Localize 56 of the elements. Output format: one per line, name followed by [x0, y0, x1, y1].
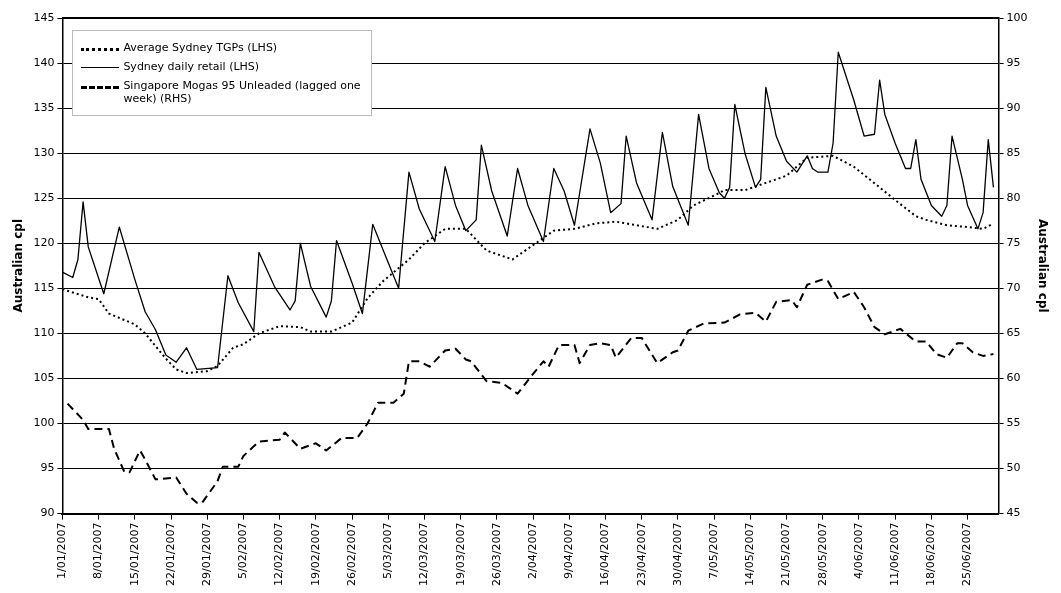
y-tick-label: 95	[40, 461, 55, 475]
y2-tick-label: 45	[1006, 506, 1021, 520]
x-tick-label: 18/06/2007	[924, 522, 938, 587]
y-tick-label: 145	[33, 10, 55, 24]
y2-tick-label: 90	[1006, 100, 1021, 114]
y2-axis-title: Australian cpl	[1035, 219, 1050, 313]
y2-tick-label: 65	[1006, 326, 1021, 340]
y-tick-label: 100	[33, 416, 55, 430]
y-tick-label: 140	[33, 55, 55, 69]
y-tick-label: 130	[33, 146, 55, 160]
y-tick-label: 115	[33, 281, 55, 295]
x-tick-label: 12/03/2007	[417, 522, 431, 587]
x-tick-label: 5/02/2007	[236, 522, 250, 580]
x-tick-label: 23/04/2007	[634, 522, 648, 587]
y2-tick-label: 70	[1006, 281, 1021, 295]
x-tick-label: 22/01/2007	[163, 522, 177, 587]
x-tick-label: 12/02/2007	[272, 522, 286, 587]
x-tick-label: 29/01/2007	[200, 522, 214, 587]
x-tick-label: 5/03/2007	[381, 522, 395, 580]
y-tick-label: 110	[33, 326, 55, 340]
y2-tick-label: 55	[1006, 416, 1021, 430]
x-tick-label: 19/03/2007	[453, 522, 467, 587]
x-tick-label: 25/06/2007	[960, 522, 974, 587]
y-tick-label: 90	[40, 506, 55, 520]
x-tick-label: 9/04/2007	[562, 522, 576, 580]
y2-tick-label: 95	[1006, 55, 1021, 69]
y-tick-label: 105	[33, 371, 55, 385]
x-tick-label: 16/04/2007	[598, 522, 612, 587]
x-tick-label: 19/02/2007	[308, 522, 322, 587]
x-tick-label: 4/06/2007	[851, 522, 865, 580]
x-tick-label: 1/01/2007	[55, 522, 69, 580]
legend-label: Average Sydney TGPs (LHS)	[123, 41, 278, 54]
x-tick-label: 28/05/2007	[815, 522, 829, 587]
x-tick-label: 21/05/2007	[779, 522, 793, 587]
y2-tick-label: 100	[1006, 10, 1028, 24]
y2-tick-label: 60	[1006, 371, 1021, 385]
x-tick-label: 7/05/2007	[706, 522, 720, 580]
y2-tick-label: 80	[1006, 191, 1021, 205]
x-tick-label: 11/06/2007	[888, 522, 902, 587]
x-tick-label: 30/04/2007	[670, 522, 684, 587]
x-tick-label: 15/01/2007	[127, 522, 141, 587]
y2-tick-label: 85	[1006, 146, 1021, 160]
y-tick-label: 120	[33, 236, 55, 250]
y2-tick-label: 50	[1006, 461, 1021, 475]
x-tick-label: 2/04/2007	[525, 522, 539, 580]
legend-label: Singapore Mogas 95 Unleaded (lagged one week) (RHS)	[123, 79, 362, 105]
line-series	[66, 278, 995, 504]
x-tick-label: 8/01/2007	[91, 522, 105, 580]
x-tick-label: 14/05/2007	[743, 522, 757, 587]
y-tick-label: 125	[33, 191, 55, 205]
y-axis-title: Australian cpl	[11, 219, 26, 313]
y2-tick-label: 75	[1006, 236, 1021, 250]
x-tick-label: 26/03/2007	[489, 522, 503, 587]
legend-label: Sydney daily retail (LHS)	[123, 60, 260, 73]
y-tick-label: 135	[33, 100, 55, 114]
x-tick-label: 26/02/2007	[344, 522, 358, 587]
